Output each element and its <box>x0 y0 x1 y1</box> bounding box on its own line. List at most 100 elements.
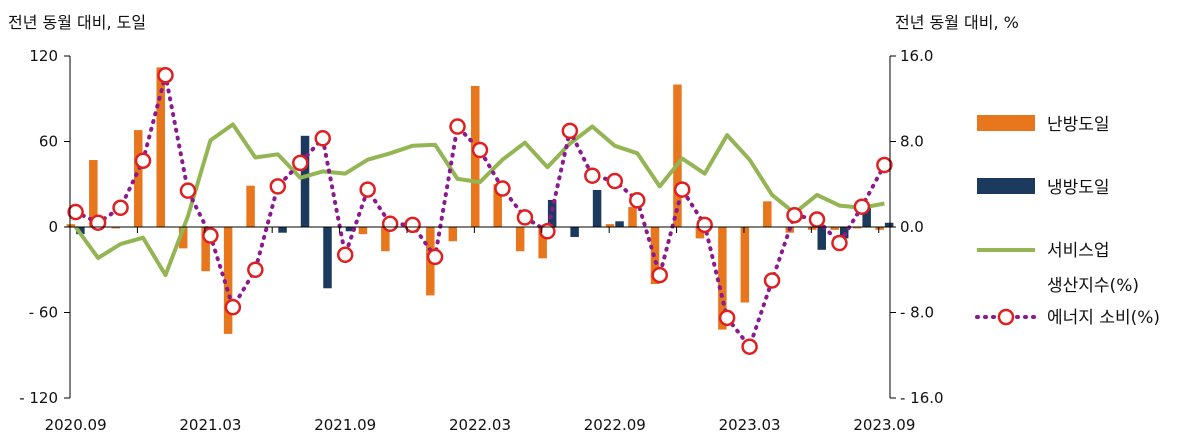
left-tick-label: 60 <box>39 133 58 151</box>
heating-bar <box>156 67 165 228</box>
x-tick-label: 2021.03 <box>179 416 241 434</box>
left-tick-label: - 60 <box>29 304 58 322</box>
legend-swatch-cooling <box>977 178 1035 194</box>
energy-consumption-point <box>763 272 781 289</box>
x-tick-label: 2022.03 <box>449 416 511 434</box>
heating-bar <box>66 224 76 227</box>
energy-consumption-point <box>786 206 803 224</box>
x-tick-label: 2020.09 <box>45 416 107 434</box>
lines-layer <box>67 66 893 355</box>
cooling-bar <box>323 227 332 289</box>
cooling-bar <box>300 135 310 227</box>
x-tick-label: 2022.09 <box>584 416 646 434</box>
cooling-bar <box>615 221 624 227</box>
legend-marker-energy <box>997 308 1015 326</box>
heating-bar <box>381 227 390 252</box>
energy-consumption-point <box>673 181 691 198</box>
x-tick-label: 2023.09 <box>853 416 915 434</box>
heating-bar <box>358 227 368 235</box>
legend-label-service-2: 생산지수(%) <box>1047 276 1139 296</box>
energy-consumption-point <box>336 246 354 264</box>
x-tick-label: 2023.03 <box>719 416 781 434</box>
heating-bar <box>111 227 121 229</box>
heating-bar <box>448 227 458 242</box>
heating-bar <box>515 227 525 252</box>
heating-bar <box>201 227 210 272</box>
heating-bar <box>223 227 233 334</box>
right-tick-label: 0.0 <box>900 218 924 236</box>
heating-bar <box>493 184 502 227</box>
heating-bar <box>246 185 255 227</box>
energy-consumption-point <box>741 338 758 355</box>
energy-consumption-point <box>516 209 534 226</box>
energy-consumption-point <box>561 122 579 140</box>
heating-bar <box>89 160 98 227</box>
energy-consumption-point <box>696 216 713 234</box>
right-tick-label: - 16.0 <box>900 389 944 407</box>
axes-layer <box>64 55 896 399</box>
energy-consumption-point <box>247 261 264 278</box>
heating-bar <box>673 84 682 227</box>
cooling-bar <box>278 227 287 233</box>
energy-consumption-point <box>89 214 107 231</box>
legend-label-heating: 난방도일 <box>1047 115 1110 135</box>
energy-consumption-point <box>494 180 511 197</box>
heating-bar <box>763 201 772 227</box>
energy-consumption-point <box>292 154 309 172</box>
right-tick-label: 16.0 <box>900 47 933 65</box>
left-tick-label: 120 <box>29 47 58 65</box>
legend-label-service-1: 서비스업 <box>1047 241 1110 261</box>
energy-consumption-point <box>471 141 489 159</box>
cooling-bar <box>592 189 602 227</box>
energy-consumption-point <box>808 211 826 228</box>
energy-consumption-point <box>157 66 174 84</box>
energy-consumption-point <box>314 130 331 147</box>
heating-bar <box>605 224 615 227</box>
cooling-bar <box>345 227 355 232</box>
left-axis-title: 전년 동월 대비, 도일 <box>8 13 146 32</box>
cooling-bar <box>817 227 826 250</box>
left-tick-label: 0 <box>48 218 58 236</box>
heating-bar <box>807 227 817 230</box>
legend-swatch-heating <box>977 115 1035 131</box>
energy-consumption-point <box>404 216 421 234</box>
energy-consumption-point <box>876 156 893 174</box>
energy-consumption-point <box>224 298 242 316</box>
cooling-bar <box>547 199 557 227</box>
energy-consumption-point <box>179 182 197 199</box>
energy-consumption-point <box>853 198 871 215</box>
heating-bar <box>628 207 637 227</box>
heating-bar <box>852 227 862 229</box>
legend-label-energy: 에너지 소비(%) <box>1047 308 1160 328</box>
energy-consumption-point <box>718 309 736 327</box>
energy-consumption-point <box>629 192 646 209</box>
energy-consumption-point <box>651 266 668 284</box>
service-production-line <box>73 122 885 278</box>
energy-consumption-point <box>539 223 556 240</box>
right-tick-label: 8.0 <box>900 133 924 151</box>
cooling-bar <box>862 207 871 227</box>
energy-consumption-point <box>831 234 848 252</box>
energy-consumption-point <box>584 167 601 184</box>
right-axis-title: 전년 동월 대비, % <box>895 13 1019 32</box>
heating-bar <box>740 227 750 303</box>
energy-consumption-point <box>134 152 152 169</box>
left-tick-label: - 120 <box>19 389 58 407</box>
energy-consumption-point <box>606 172 624 190</box>
heating-bar <box>178 227 188 249</box>
tick-labels: 120 60 0 - 60 - 120 16.0 8.0 0.0 - 8.0 - 16.0 2020… <box>19 47 943 434</box>
heating-bar <box>875 227 884 230</box>
energy-consumption-point <box>202 227 219 244</box>
energy-consumption-point <box>449 118 466 135</box>
energy-consumption-point <box>426 248 444 266</box>
legend-label-cooling: 냉방도일 <box>1047 178 1110 198</box>
energy-consumption-point <box>112 199 129 217</box>
legend: 난방도일 냉방도일 서비스업 생산지수(%) 에너지 소비(%) <box>975 115 1160 328</box>
heating-bar <box>830 227 839 230</box>
energy-consumption-point <box>381 215 399 233</box>
heating-bar <box>718 227 727 330</box>
x-tick-label: 2021.09 <box>314 416 376 434</box>
energy-consumption-point <box>359 181 376 198</box>
heating-bar <box>134 130 143 227</box>
